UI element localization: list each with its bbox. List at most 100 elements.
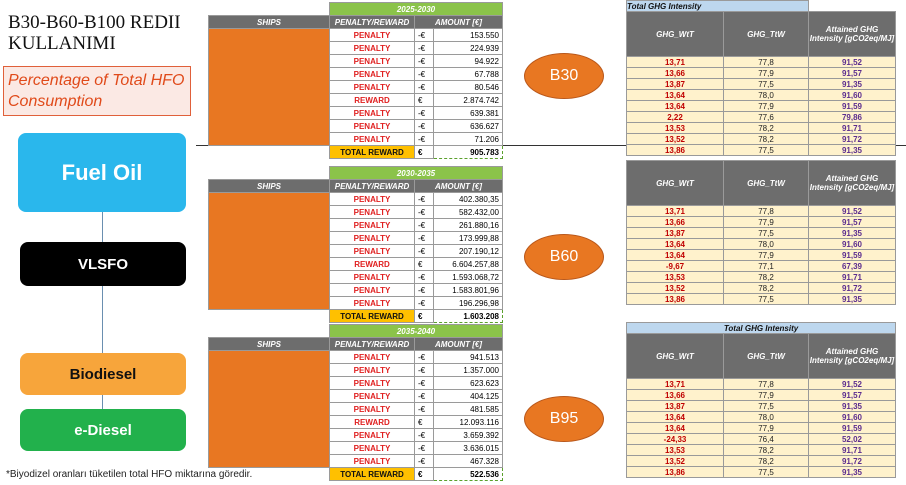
total-spacer [209,310,330,323]
penalty-reward-table: 2035-2040 SHIPS PENALTY/REWARD AMOUNT [€] PE… [208,324,503,481]
page-title: B30-B60-B100 REDII KULLANIMI [8,12,181,54]
period-spacer [209,3,330,16]
ghg-ttw-cell: 77,5 [723,227,809,239]
ghg-attained-cell: 91,57 [808,67,896,79]
table-row: PENALTY -€ 224.939 [209,41,503,55]
amount-cell: 153.550 [433,28,503,42]
ghg-table-1: Total GHG Intensity GHG_WtT GHG_TtW Attaine… [626,0,896,156]
penalty-reward-cell: PENALTY [329,54,415,68]
penalty-reward-cell: PENALTY [329,244,415,258]
currency-cell: -€ [414,41,434,55]
ghg-attained-header: Attained GHG Intensity [gCO2eq/MJ] [808,11,896,57]
ghg-intensity-table: Total GHG Intensity GHG_WtT GHG_TtW Attaine… [626,322,896,478]
penalty-reward-table: 2030-2035 SHIPS PENALTY/REWARD AMOUNT [€] PE… [208,166,503,323]
currency-cell: -€ [414,244,434,258]
table-row: PENALTY -€ 1.593.068,72 [209,270,503,284]
currency-cell: -€ [414,106,434,120]
ghg-wtt-cell: 13,64 [626,100,724,112]
ghg-ttw-cell: 78,0 [723,238,809,250]
currency-cell: -€ [414,296,434,310]
ghg-wtt-cell: 13,64 [626,89,724,101]
period-label: 2025-2030 [329,2,503,16]
ghg-attained-cell: 91,72 [808,282,896,294]
ediesel-node: e-Diesel [20,409,186,451]
ghg-ttw-cell: 77,9 [723,100,809,112]
penalty-reward-cell: PENALTY [329,80,415,94]
ghg-ttw-cell: 77,5 [723,293,809,305]
penalty-reward-cell: PENALTY [329,28,415,42]
amount-cell: 1.357.000 [433,363,503,377]
table-row: REWARD €6.604.257,88 [209,257,503,271]
ghg-wtt-cell: 13,71 [626,205,724,217]
caption-spacer [809,1,896,12]
total-currency: € [414,309,434,323]
table-row: 13,64 78,0 91,60 [626,89,896,101]
ghg-ttw-cell: 77,9 [723,422,809,434]
ghg-wtt-cell: 13,71 [626,378,724,390]
ghg-ttw-cell: 78,2 [723,271,809,283]
amount-cell: 6.604.257,88 [433,257,503,271]
penalty-reward-cell: REWARD [329,257,415,271]
table-row: 13,52 78,2 91,72 [626,282,896,294]
ghg-attained-cell: 91,35 [808,293,896,305]
currency-cell: -€ [414,389,434,403]
currency-cell: -€ [414,376,434,390]
ghg-ttw-cell: 78,2 [723,122,809,134]
ghg-attained-cell: 91,57 [808,389,896,401]
ghg-attained-header: Attained GHG Intensity [gCO2eq/MJ] [808,333,896,379]
ships-header: SHIPS [208,179,330,193]
table-row: 2,22 77,6 79,86 [626,111,896,123]
divider-line [196,145,906,146]
ghg-wtt-cell: 13,86 [626,144,724,156]
penalty-reward-cell: PENALTY [329,231,415,245]
ghg-attained-cell: 91,57 [808,216,896,228]
ghg-wtt-cell: 13,86 [626,293,724,305]
currency-cell: -€ [414,363,434,377]
penalty-reward-header: PENALTY/REWARD [329,337,415,351]
total-reward-value: 522.536 [433,467,503,481]
ghg-ttw-cell: 77,6 [723,111,809,123]
ghg-ttw-cell: 78,0 [723,411,809,423]
amount-cell: 636.627 [433,119,503,133]
table-row: REWARD €2.874.742 [209,93,503,107]
amount-cell: 80.546 [433,80,503,94]
amount-cell: 3.636.015 [433,441,503,455]
ghg-wtt-cell: 13,87 [626,227,724,239]
table-row: PENALTY -€ 941.513 [208,350,503,468]
amount-cell: 404.125 [433,389,503,403]
table-row: PENALTY -€ 467.328 [209,454,503,468]
table-row: PENALTY -€ 196.296,98 [209,296,503,310]
ghg-wtt-cell: 13,66 [626,67,724,79]
penalty-reward-cell: PENALTY [329,205,415,219]
currency-cell: -€ [414,283,434,297]
total-reward-label: TOTAL REWARD [329,145,415,159]
penalty-reward-cell: PENALTY [329,454,415,468]
table-row: 13,64 77,9 91,59 [626,100,896,112]
period-label: 2035-2040 [329,324,503,338]
ghg-attained-cell: 91,35 [808,227,896,239]
ghg-wtt-header: GHG_WtT [626,11,724,57]
currency-cell: -€ [414,80,434,94]
amount-cell: 941.513 [433,350,503,364]
table-row: 13,64 77,9 91,59 [626,249,896,261]
penalty-reward-cell: PENALTY [329,270,415,284]
currency-cell: € [414,257,434,271]
ghg-wtt-cell: 13,53 [626,271,724,283]
penalty-reward-cell: PENALTY [329,283,415,297]
ghg-ttw-cell: 77,9 [723,216,809,228]
table-row: PENALTY -€ 481.585 [209,402,503,416]
flow-connector [102,395,103,409]
ghg-attained-cell: 79,86 [808,111,896,123]
amount-cell: 12.093.116 [433,415,503,429]
amount-header: AMOUNT [€] [414,337,503,351]
table-row: 13,64 77,9 91,59 [626,422,896,434]
table-row: PENALTY -€ 639.381 [209,106,503,120]
ghg-wtt-cell: 13,64 [626,249,724,261]
amount-cell: 94.922 [433,54,503,68]
currency-cell: -€ [414,132,434,146]
footnote: *Biyodizel oranları tüketilen total HFO … [6,469,253,480]
biodiesel-node: Biodiesel [20,353,186,395]
penalty-reward-cell: PENALTY [329,389,415,403]
ghg-attained-cell: 91,59 [808,422,896,434]
amount-cell: 3.659.392 [433,428,503,442]
